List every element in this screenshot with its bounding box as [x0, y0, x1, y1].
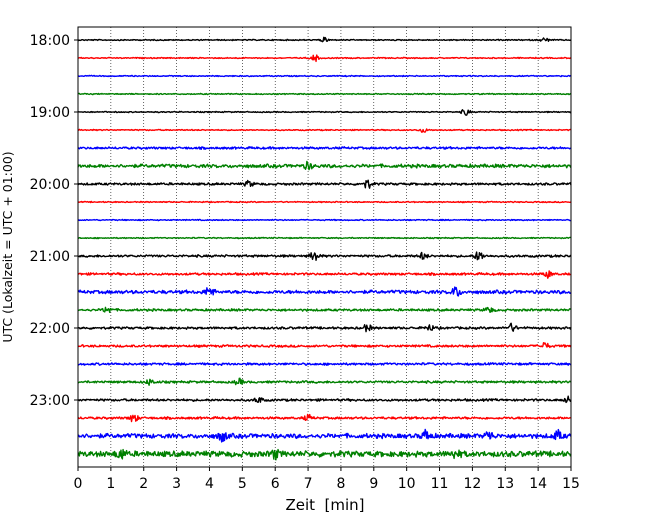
- seismogram-trace: [77, 377, 572, 386]
- x-tick-label: 4: [205, 476, 214, 492]
- seismogram-trace: [77, 218, 572, 222]
- x-tick-label: 15: [562, 476, 580, 492]
- y-axis: 18:00 19:00 20:00 21:00 22:00 23:00: [30, 33, 78, 409]
- seismogram-trace: [77, 36, 572, 43]
- x-tick-label: 12: [463, 476, 481, 492]
- x-tick-label: 8: [336, 476, 345, 492]
- seismogram-trace: [77, 128, 572, 133]
- x-tick-label: 7: [304, 476, 313, 492]
- seismogram-trace: [77, 413, 572, 423]
- x-tick-label: 9: [369, 476, 378, 492]
- x-axis: 0 1 2 3 4 5 6 7 8 9 10 11 12 13 14 15: [74, 467, 580, 492]
- x-tick-label: 6: [271, 476, 280, 492]
- seismogram-trace: [77, 200, 572, 204]
- seismogram-trace: [77, 286, 572, 297]
- x-tick-label: 5: [238, 476, 247, 492]
- x-tick-label: 10: [398, 476, 416, 492]
- y-tick-label: 20:00: [30, 177, 70, 193]
- trace-group: [77, 36, 572, 461]
- seismogram-trace: [77, 251, 572, 261]
- x-tick-label: 13: [496, 476, 514, 492]
- seismogram-trace: [77, 395, 572, 404]
- y-tick-label: 22:00: [30, 321, 70, 337]
- seismogram-trace: [77, 74, 572, 78]
- seismogram-trace: [77, 322, 572, 333]
- x-tick-label: 2: [139, 476, 148, 492]
- seismogram-trace: [77, 306, 572, 314]
- seismogram-trace: [77, 160, 572, 171]
- y-tick-label: 23:00: [30, 393, 70, 409]
- x-axis-label: Zeit [min]: [285, 496, 364, 514]
- x-tick-label: 11: [431, 476, 449, 492]
- x-tick-label: 14: [529, 476, 547, 492]
- seismogram-trace: [77, 342, 572, 349]
- plot-frame: [77, 26, 572, 468]
- seismogram-trace: [77, 54, 572, 63]
- seismogram-trace: [77, 179, 572, 189]
- seismogram-trace: [77, 362, 572, 366]
- y-axis-label: UTC (Lokalzeit = UTC + 01:00): [0, 151, 15, 342]
- seismogram-trace: [77, 236, 572, 240]
- seismogram-trace: [77, 270, 572, 279]
- y-tick-label: 18:00: [30, 33, 70, 49]
- seismogram-trace: [77, 109, 572, 116]
- vertical-grid: [110, 27, 539, 467]
- x-tick-label: 3: [172, 476, 181, 492]
- seismogram-trace: [77, 146, 572, 150]
- seismogram-trace: [77, 428, 572, 443]
- x-tick-label: 0: [74, 476, 83, 492]
- x-tick-label: 1: [106, 476, 115, 492]
- seismogram-trace: [77, 448, 572, 461]
- seismogram-trace: [77, 92, 572, 96]
- y-tick-label: 21:00: [30, 249, 70, 265]
- y-tick-label: 19:00: [30, 105, 70, 121]
